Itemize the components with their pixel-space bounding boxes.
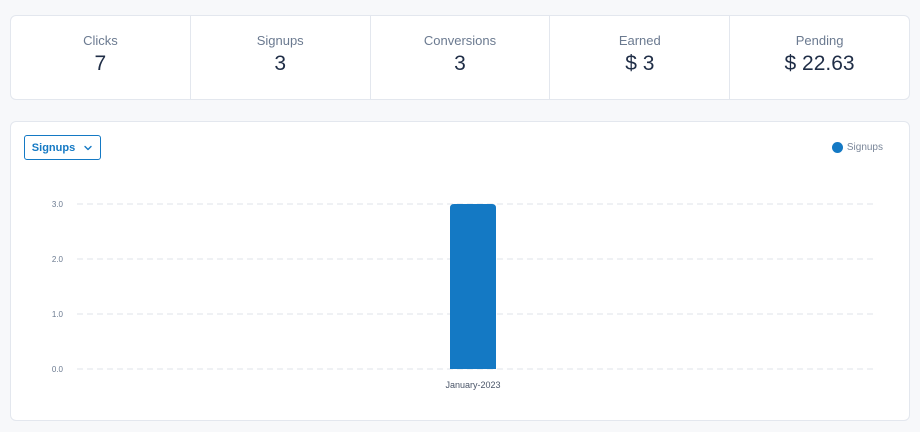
chart-legend: Signups xyxy=(831,142,883,153)
legend-swatch xyxy=(831,142,843,153)
metric-select-label: Signups xyxy=(31,141,76,154)
stat-pending: Pending $ 22.63 xyxy=(730,16,909,99)
stats-summary: Clicks 7 Signups 3 Conversions 3 Earned … xyxy=(10,15,910,100)
stat-label: Earned xyxy=(618,33,661,48)
stat-value: $ 3 xyxy=(625,52,655,75)
x-tick-label: January-2023 xyxy=(445,380,500,390)
stat-value: 3 xyxy=(454,52,466,75)
signups-bar-chart: 0.0 1.0 2.0 3.0 January-2023 xyxy=(52,200,877,390)
stat-signups: Signups 3 xyxy=(191,16,371,99)
y-tick-label: 0.0 xyxy=(52,365,64,374)
y-tick-label: 2.0 xyxy=(52,255,64,264)
stat-value: 3 xyxy=(274,52,287,75)
stat-label: Clicks xyxy=(83,33,118,48)
y-tick-label: 3.0 xyxy=(52,200,64,209)
stat-label: Pending xyxy=(795,33,844,48)
bar-signups[interactable] xyxy=(450,204,496,369)
chevron-down-icon xyxy=(83,143,93,153)
stat-clicks: Clicks 7 xyxy=(11,16,191,99)
legend-label: Signups xyxy=(846,142,883,153)
stat-label: Conversions xyxy=(423,33,497,48)
stat-value: $ 22.63 xyxy=(784,52,855,75)
stat-conversions: Conversions 3 xyxy=(371,16,551,99)
chart-card: Signups Signups 0.0 1.0 2.0 3.0 January-2023 xyxy=(10,121,910,421)
stat-value: 7 xyxy=(94,52,107,75)
y-tick-label: 1.0 xyxy=(52,310,64,319)
metric-select-dropdown[interactable]: Signups xyxy=(24,135,101,160)
stat-earned: Earned $ 3 xyxy=(550,16,731,99)
stat-label: Signups xyxy=(256,33,304,48)
